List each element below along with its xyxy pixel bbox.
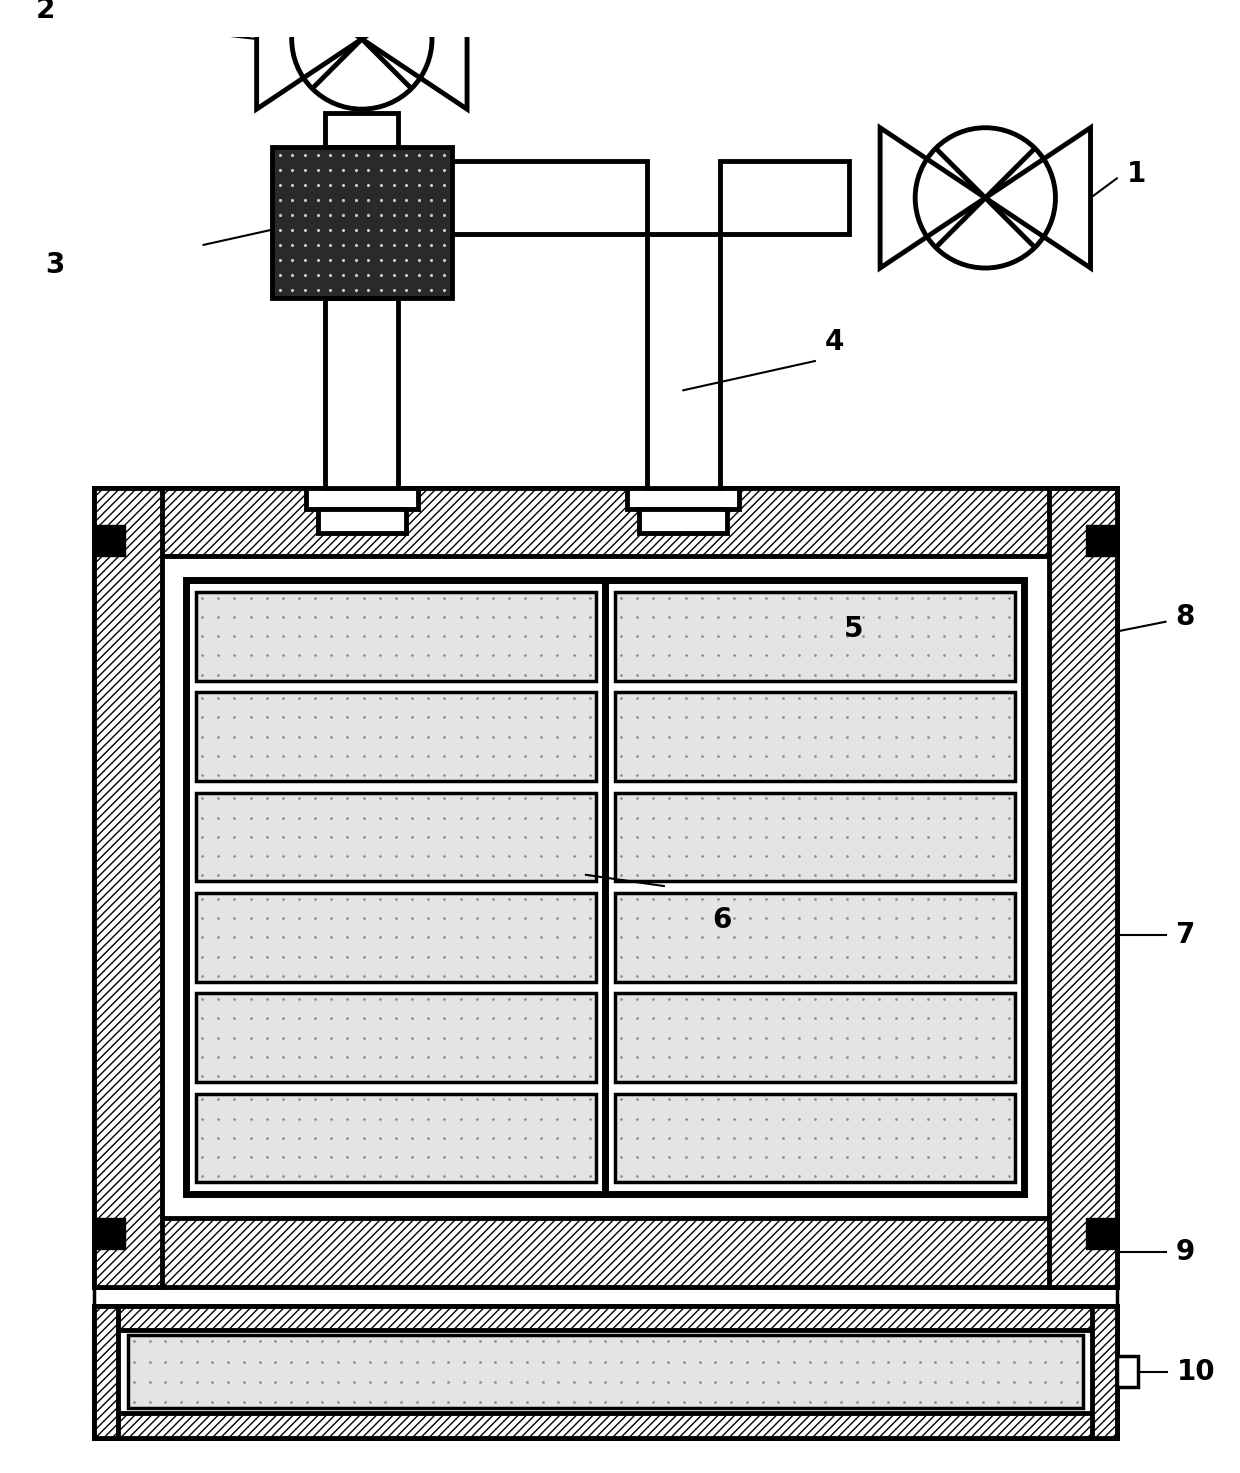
Bar bbox=[398, 162, 647, 234]
Bar bbox=[1117, 1357, 1138, 1388]
Bar bbox=[94, 1218, 125, 1249]
Bar bbox=[94, 1307, 1117, 1438]
Bar bbox=[720, 162, 849, 234]
Text: 4: 4 bbox=[825, 327, 844, 355]
Bar bbox=[272, 147, 451, 298]
Bar bbox=[615, 792, 1014, 881]
Bar bbox=[615, 993, 1014, 1083]
Bar bbox=[325, 112, 398, 147]
Text: 3: 3 bbox=[45, 250, 64, 278]
Bar bbox=[94, 1286, 1117, 1307]
Bar bbox=[627, 488, 739, 510]
Text: 8: 8 bbox=[1176, 602, 1194, 630]
Bar bbox=[1049, 488, 1117, 1286]
Text: 6: 6 bbox=[713, 906, 732, 934]
Text: 1: 1 bbox=[1127, 159, 1146, 187]
Bar bbox=[196, 792, 595, 881]
Bar bbox=[196, 993, 595, 1083]
Text: 7: 7 bbox=[1176, 921, 1194, 949]
Bar bbox=[306, 488, 418, 510]
Bar bbox=[94, 488, 1117, 555]
Bar bbox=[94, 488, 162, 1286]
Bar bbox=[186, 580, 1024, 1195]
Bar bbox=[94, 1413, 1117, 1438]
Bar bbox=[94, 1307, 1117, 1330]
Bar bbox=[325, 298, 398, 488]
Bar bbox=[94, 488, 1117, 1286]
Text: 9: 9 bbox=[1176, 1239, 1194, 1267]
Text: 10: 10 bbox=[1177, 1358, 1216, 1386]
Bar bbox=[615, 1093, 1014, 1183]
Bar bbox=[647, 234, 720, 488]
Bar bbox=[196, 692, 595, 781]
Text: 5: 5 bbox=[844, 616, 863, 644]
Bar bbox=[1086, 1218, 1117, 1249]
Bar bbox=[94, 1307, 118, 1438]
Text: 2: 2 bbox=[36, 0, 55, 24]
Bar bbox=[94, 524, 125, 555]
Bar bbox=[128, 1335, 1083, 1408]
Bar bbox=[94, 1218, 1117, 1286]
Bar bbox=[615, 592, 1014, 681]
Bar bbox=[640, 510, 727, 533]
Bar bbox=[196, 893, 595, 981]
Bar bbox=[615, 893, 1014, 981]
Bar bbox=[317, 510, 405, 533]
Bar bbox=[1086, 524, 1117, 555]
Bar bbox=[196, 1093, 595, 1183]
Bar bbox=[1092, 1307, 1117, 1438]
Bar bbox=[615, 692, 1014, 781]
Bar bbox=[196, 592, 595, 681]
